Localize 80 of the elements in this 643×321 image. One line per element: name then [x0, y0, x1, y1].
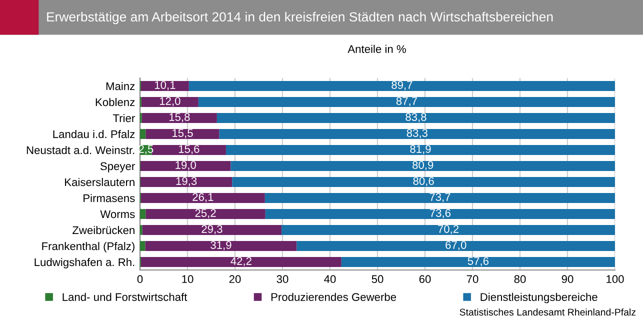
x-tick-label: 30: [276, 275, 288, 284]
data-label: 26,1: [192, 193, 214, 202]
x-tick-label: 90: [562, 275, 574, 284]
data-label: 81,9: [410, 145, 431, 154]
bar: [230, 161, 615, 171]
bar: [232, 177, 615, 187]
data-label: 12,0: [160, 97, 180, 106]
bar: [140, 161, 231, 171]
y-tick-label: Frankenthal (Pfalz): [42, 242, 134, 252]
bar: [282, 225, 615, 235]
bar: [142, 113, 217, 123]
data-label: 19,3: [176, 177, 197, 186]
y-tick-label: Landau i.d. Pfalz: [53, 130, 135, 138]
data-label: 42,2: [230, 257, 252, 266]
data-label: 80,9: [412, 161, 434, 170]
data-label: 15,8: [169, 113, 190, 122]
data-label: 83,8: [406, 113, 426, 122]
x-tick-label: 50: [372, 275, 384, 284]
bar: [188, 81, 615, 91]
data-label: 80,6: [413, 177, 434, 186]
data-label: 73,7: [430, 193, 450, 202]
y-tick-label: Koblenz: [96, 98, 135, 106]
data-label: 29,3: [202, 225, 222, 234]
data-label: 87,7: [396, 97, 417, 106]
bar: [198, 97, 615, 107]
data-label: 57,6: [468, 257, 489, 266]
data-label: 31,9: [210, 241, 232, 250]
data-label: 73,6: [430, 209, 451, 218]
bar: [140, 257, 342, 267]
y-tick-label: Kaiserslautern: [65, 178, 134, 186]
bar: [141, 97, 198, 107]
data-label: 67,0: [446, 241, 466, 250]
x-tick-label: 20: [229, 275, 241, 284]
data-label: 10,1: [154, 81, 176, 90]
bar: [216, 113, 615, 123]
y-tick-label: Neustadt a.d. Weinstr.: [26, 146, 134, 154]
chart-subtitle: Anteile in %: [348, 44, 406, 53]
bar: [146, 129, 220, 139]
y-tick-label: Trier: [112, 114, 135, 122]
bar: [140, 177, 232, 187]
data-label: 25,2: [195, 209, 216, 218]
data-label: 19,0: [176, 161, 196, 170]
bar: [152, 145, 226, 155]
y-tick-label: Speyer: [100, 162, 135, 172]
bar: [140, 81, 189, 91]
x-tick-label: 10: [182, 275, 194, 284]
bar: [226, 145, 615, 155]
y-tick-label: Pirmasens: [84, 194, 135, 202]
bar: [142, 225, 282, 235]
legend-label: Dienstleistungsbereiche: [480, 292, 598, 304]
y-tick-label: Worms: [100, 210, 135, 218]
bar: [140, 193, 265, 203]
chart-title: Erwerbstätige am Arbeitsort 2014 in den kreisfreien Städten nach Wirtschaftsbereichen: [47, 12, 553, 24]
y-tick-label: Mainz: [106, 82, 135, 90]
data-label: 15,6: [178, 145, 200, 154]
y-tick-label: Ludwigshafen a. Rh.: [34, 258, 134, 268]
bar: [219, 129, 615, 139]
legend-label: Produzierendes Gewerbe: [271, 292, 396, 301]
legend-label: Land- und Forstwirtschaft: [62, 292, 188, 301]
bar: [146, 209, 266, 219]
y-tick-label: Zweibrücken: [72, 226, 134, 234]
bar: [341, 257, 615, 267]
x-tick-label: 80: [514, 275, 526, 284]
bar: [265, 209, 615, 219]
x-tick-label: 60: [419, 275, 431, 284]
data-label: 83,3: [406, 129, 428, 138]
x-tick-label: 70: [466, 275, 478, 284]
data-label: 70,2: [438, 225, 459, 234]
x-tick-label: 100: [606, 275, 624, 284]
bar: [140, 129, 146, 139]
bar: [140, 241, 146, 251]
x-tick-label: 0: [137, 275, 143, 284]
bar: [264, 193, 615, 203]
data-label: 89,7: [392, 81, 412, 90]
bar: [145, 241, 297, 251]
text: Statistisches Landesamt Rheinland-Pfalz: [460, 308, 636, 316]
bar: [140, 209, 146, 219]
data-label: 15,5: [172, 129, 193, 138]
x-tick-label: 40: [324, 275, 336, 284]
bar: [296, 241, 615, 251]
